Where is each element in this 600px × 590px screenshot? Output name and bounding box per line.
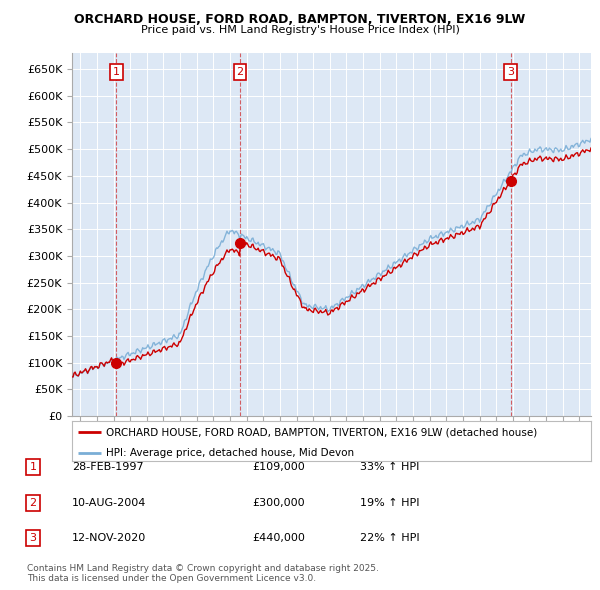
Text: 3: 3: [507, 67, 514, 77]
Text: Price paid vs. HM Land Registry's House Price Index (HPI): Price paid vs. HM Land Registry's House …: [140, 25, 460, 35]
Text: 28-FEB-1997: 28-FEB-1997: [72, 463, 143, 472]
Text: ORCHARD HOUSE, FORD ROAD, BAMPTON, TIVERTON, EX16 9LW (detached house): ORCHARD HOUSE, FORD ROAD, BAMPTON, TIVER…: [106, 428, 537, 438]
Text: 2: 2: [236, 67, 244, 77]
Text: Contains HM Land Registry data © Crown copyright and database right 2025.
This d: Contains HM Land Registry data © Crown c…: [27, 563, 379, 583]
Text: 22% ↑ HPI: 22% ↑ HPI: [360, 533, 419, 543]
Text: 12-NOV-2020: 12-NOV-2020: [72, 533, 146, 543]
Text: £300,000: £300,000: [252, 498, 305, 507]
Text: 1: 1: [113, 67, 120, 77]
Text: 10-AUG-2004: 10-AUG-2004: [72, 498, 146, 507]
Text: 19% ↑ HPI: 19% ↑ HPI: [360, 498, 419, 507]
Text: £109,000: £109,000: [252, 463, 305, 472]
Text: 33% ↑ HPI: 33% ↑ HPI: [360, 463, 419, 472]
Text: HPI: Average price, detached house, Mid Devon: HPI: Average price, detached house, Mid …: [106, 448, 354, 458]
Text: ORCHARD HOUSE, FORD ROAD, BAMPTON, TIVERTON, EX16 9LW: ORCHARD HOUSE, FORD ROAD, BAMPTON, TIVER…: [74, 13, 526, 26]
Text: £440,000: £440,000: [252, 533, 305, 543]
Text: 3: 3: [29, 533, 37, 543]
Text: 2: 2: [29, 498, 37, 507]
Text: 1: 1: [29, 463, 37, 472]
